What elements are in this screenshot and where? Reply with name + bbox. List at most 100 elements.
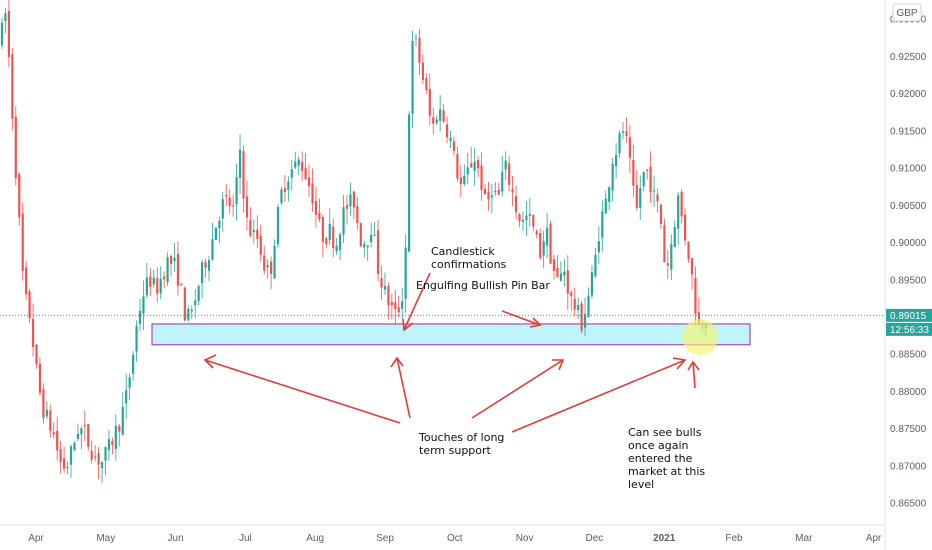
candle-body bbox=[525, 215, 528, 221]
candle-body bbox=[273, 245, 276, 279]
candle-body bbox=[118, 425, 121, 432]
candle-body bbox=[0, 22, 4, 46]
candle-body bbox=[201, 262, 204, 284]
arrow-engulfing bbox=[501, 310, 541, 326]
candle-body bbox=[204, 262, 207, 268]
candle-body bbox=[535, 230, 538, 235]
candle-body bbox=[684, 214, 687, 241]
candle-body bbox=[463, 175, 466, 185]
candle-body bbox=[466, 167, 469, 175]
candle-body bbox=[221, 199, 224, 219]
candle-body bbox=[539, 233, 542, 258]
x-tick-label: Apr bbox=[28, 533, 44, 544]
candle-body bbox=[304, 168, 307, 180]
candle-body bbox=[83, 425, 86, 427]
candle-body bbox=[383, 285, 387, 290]
candle-body bbox=[104, 447, 107, 461]
candle-body bbox=[656, 194, 659, 202]
candle-body bbox=[356, 206, 359, 224]
candle-body bbox=[635, 185, 638, 208]
candle-body bbox=[214, 227, 217, 240]
candle-body bbox=[590, 272, 594, 296]
candle-body bbox=[677, 195, 680, 229]
candle-body bbox=[401, 301, 404, 309]
candle-body bbox=[135, 326, 138, 352]
candle-body bbox=[570, 292, 573, 296]
candle-body bbox=[111, 441, 114, 445]
candle-body bbox=[421, 62, 424, 80]
candle-body bbox=[649, 166, 652, 193]
candle-body bbox=[639, 188, 642, 208]
candle-body bbox=[583, 313, 587, 328]
candle-body bbox=[138, 310, 142, 325]
arrow-bulls-head bbox=[687, 360, 700, 371]
candle-body bbox=[149, 276, 152, 287]
candle-body bbox=[152, 277, 155, 285]
candle-body bbox=[297, 159, 300, 166]
y-tick-label: 0.86500 bbox=[890, 499, 927, 510]
current-price: 0.89015 bbox=[890, 311, 927, 322]
candle-body bbox=[228, 197, 231, 207]
candle-body bbox=[311, 183, 314, 204]
candle-body bbox=[163, 276, 166, 280]
candle-body bbox=[501, 171, 504, 192]
candle-body bbox=[301, 161, 304, 171]
candle-body bbox=[232, 205, 235, 207]
x-tick-label: Apr bbox=[866, 533, 882, 544]
candle-body bbox=[387, 286, 390, 306]
candle-body bbox=[690, 258, 694, 275]
arrow-candlestick bbox=[403, 272, 431, 331]
candle-body bbox=[628, 137, 631, 158]
candle-body bbox=[632, 160, 635, 186]
candle-body bbox=[287, 181, 290, 190]
candle-body bbox=[318, 212, 321, 219]
x-tick-label: Nov bbox=[516, 533, 534, 544]
candle-body bbox=[652, 190, 656, 192]
candle-body bbox=[604, 198, 607, 214]
candle-body bbox=[59, 449, 62, 463]
candle-body bbox=[225, 195, 228, 197]
candle-body bbox=[342, 207, 345, 235]
candle-body bbox=[107, 439, 111, 450]
candle-body bbox=[487, 192, 490, 200]
candle-body bbox=[566, 270, 569, 294]
candle-body bbox=[142, 296, 145, 314]
candle-body bbox=[280, 189, 283, 204]
arrow-touch-4 bbox=[511, 359, 686, 433]
currency-badge[interactable]: GBP bbox=[892, 3, 922, 22]
arrow-engulfing-head bbox=[529, 317, 542, 328]
candle-body bbox=[11, 54, 14, 119]
candle-body bbox=[38, 363, 42, 393]
arrow-candlestick-head bbox=[402, 318, 414, 332]
candle-body bbox=[418, 37, 421, 63]
candle-body bbox=[169, 255, 173, 264]
candle-body bbox=[80, 428, 83, 435]
support-zone bbox=[151, 323, 751, 346]
candle-body bbox=[266, 264, 269, 268]
arrow-touch-2-head bbox=[390, 356, 404, 368]
candle-body bbox=[87, 424, 90, 447]
candle-body bbox=[42, 389, 45, 418]
x-tick-label: 2021 bbox=[653, 533, 676, 544]
candle-body bbox=[618, 133, 621, 154]
candle-body bbox=[659, 204, 663, 224]
x-tick-label: Aug bbox=[306, 533, 324, 544]
y-tick-label: 0.87500 bbox=[890, 424, 927, 435]
candle-body bbox=[428, 88, 431, 116]
candle-body bbox=[276, 207, 280, 245]
x-axis: Apr May Jun Jul Aug Sep Oct Nov Dec 2021 Feb Mar Apr bbox=[28, 533, 882, 544]
candle-body bbox=[511, 188, 514, 193]
touches-of-support-label: Touches of long term support bbox=[418, 431, 508, 457]
candle-body bbox=[4, 13, 7, 21]
candle-body bbox=[294, 161, 297, 168]
candle-body bbox=[180, 283, 183, 285]
bulls-entered-label: Can see bulls once again entered the mar… bbox=[628, 426, 709, 491]
candle-body bbox=[663, 225, 666, 263]
y-tick-label: 0.89500 bbox=[890, 275, 927, 286]
candle-body bbox=[90, 450, 93, 460]
y-tick-label: 0.88000 bbox=[890, 387, 927, 398]
candle-body bbox=[477, 160, 480, 169]
annotation-arrows bbox=[203, 272, 700, 433]
candle-body bbox=[542, 241, 545, 256]
